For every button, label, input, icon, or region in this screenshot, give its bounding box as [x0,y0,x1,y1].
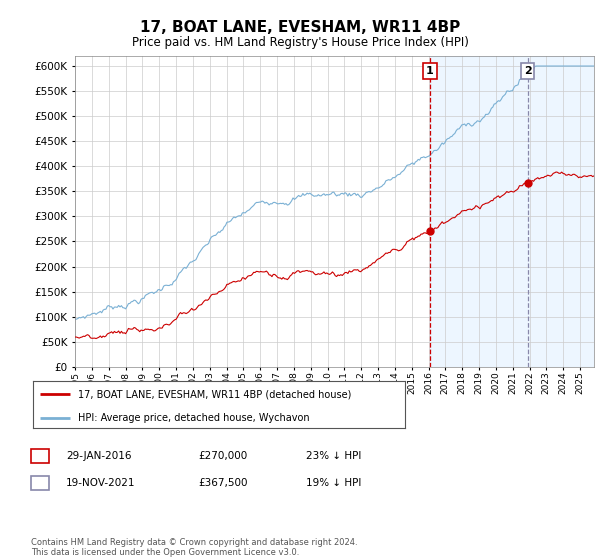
Text: 17, BOAT LANE, EVESHAM, WR11 4BP (detached house): 17, BOAT LANE, EVESHAM, WR11 4BP (detach… [77,389,351,399]
Text: 23% ↓ HPI: 23% ↓ HPI [306,451,361,461]
Text: 29-JAN-2016: 29-JAN-2016 [66,451,131,461]
Text: Contains HM Land Registry data © Crown copyright and database right 2024.
This d: Contains HM Land Registry data © Crown c… [31,538,358,557]
Text: 17, BOAT LANE, EVESHAM, WR11 4BP: 17, BOAT LANE, EVESHAM, WR11 4BP [140,20,460,35]
Text: 1: 1 [426,66,434,76]
Text: 2: 2 [524,66,532,76]
Text: 19% ↓ HPI: 19% ↓ HPI [306,478,361,488]
Text: £367,500: £367,500 [198,478,248,488]
Text: HPI: Average price, detached house, Wychavon: HPI: Average price, detached house, Wych… [77,413,309,423]
Text: 19-NOV-2021: 19-NOV-2021 [66,478,136,488]
Bar [430,56,594,367]
Text: Price paid vs. HM Land Registry's House Price Index (HPI): Price paid vs. HM Land Registry's House … [131,36,469,49]
Text: 1: 1 [37,451,44,461]
Text: £270,000: £270,000 [198,451,247,461]
Text: 2: 2 [37,478,44,488]
